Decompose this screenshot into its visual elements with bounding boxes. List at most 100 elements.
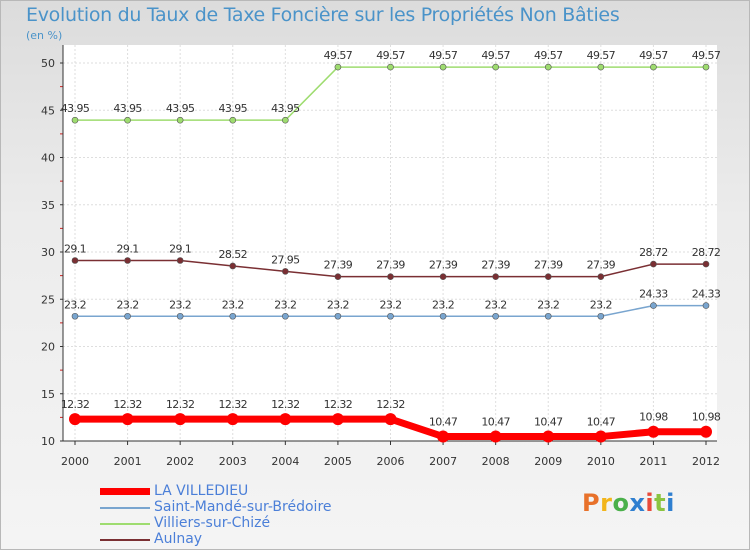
x-tick-label: 2011: [639, 455, 667, 468]
data-point: [229, 312, 237, 320]
data-point: [334, 273, 342, 280]
logo-letter: i: [645, 489, 655, 517]
data-point: [229, 262, 237, 270]
data-point: [597, 312, 605, 320]
x-tick-label: 2007: [429, 455, 457, 468]
data-label: 49.57: [429, 49, 458, 62]
data-label: 29.1: [117, 243, 139, 256]
data-label: 27.39: [481, 259, 510, 272]
chart-unit: (en %): [26, 29, 63, 42]
data-label: 10.47: [534, 416, 563, 429]
data-label: 49.57: [587, 49, 616, 62]
data-point: [439, 312, 447, 320]
data-label: 23.2: [274, 298, 296, 311]
x-tick-label: 2001: [114, 455, 142, 468]
data-point: [439, 273, 447, 280]
legend-label: LA VILLEDIEU: [154, 483, 249, 499]
data-point: [439, 63, 447, 71]
data-label: 12.32: [219, 398, 248, 411]
data-point: [544, 312, 552, 320]
data-point: [650, 63, 657, 71]
data-label: 28.52: [219, 248, 248, 261]
data-label: 43.95: [271, 102, 300, 115]
x-tick-label: 2012: [692, 455, 720, 468]
x-tick-label: 2010: [587, 455, 615, 468]
data-label: 10.47: [587, 416, 616, 429]
data-point: [597, 273, 605, 280]
y-tick-label: 10: [41, 435, 55, 448]
data-label: 28.72: [639, 246, 668, 259]
data-point: [69, 413, 81, 426]
data-label: 10.47: [429, 416, 458, 429]
data-point: [594, 430, 607, 443]
logo-letter: t: [654, 489, 667, 517]
y-tick-label: 25: [41, 293, 55, 306]
data-point: [124, 116, 131, 124]
data-label: 49.57: [481, 49, 510, 62]
logo-letter: o: [612, 489, 630, 517]
data-label: 23.2: [327, 298, 349, 311]
data-label: 23.2: [169, 298, 191, 311]
data-label: 43.95: [219, 102, 248, 115]
data-label: 23.2: [117, 298, 139, 311]
data-point: [700, 425, 712, 438]
data-label: 12.32: [166, 398, 195, 411]
data-point: [437, 430, 450, 443]
data-label: 49.57: [534, 49, 563, 62]
data-label: 27.39: [429, 259, 458, 272]
data-label: 43.95: [166, 102, 195, 115]
data-label: 49.57: [692, 49, 721, 62]
data-point: [597, 63, 605, 71]
x-tick-label: 2006: [377, 455, 405, 468]
x-tick-label: 2005: [324, 455, 352, 468]
legend-swatch: [100, 523, 150, 525]
x-tick-label: 2008: [482, 455, 510, 468]
logo-letter: P: [582, 489, 601, 517]
data-label: 29.1: [169, 243, 191, 256]
y-tick-label: 35: [41, 199, 55, 212]
data-label: 27.39: [534, 259, 563, 272]
data-label: 27.39: [376, 259, 405, 272]
data-point: [387, 63, 394, 71]
data-point: [334, 312, 342, 320]
data-label: 23.2: [590, 298, 612, 311]
data-label: 23.2: [222, 298, 244, 311]
x-tick-label: 2003: [219, 455, 247, 468]
data-point: [542, 430, 555, 443]
data-label: 23.2: [485, 298, 507, 311]
x-tick-label: 2004: [271, 455, 299, 468]
data-point: [647, 425, 660, 438]
data-label: 49.57: [324, 49, 353, 62]
data-point: [226, 413, 239, 426]
logo-letter: x: [629, 489, 646, 517]
data-point: [384, 413, 397, 426]
data-label: 27.95: [271, 253, 300, 266]
data-point: [544, 273, 552, 280]
data-point: [492, 273, 499, 280]
data-label: 27.39: [324, 259, 353, 272]
data-label: 24.33: [639, 288, 668, 301]
data-point: [387, 312, 394, 320]
data-point: [544, 63, 552, 71]
legend-label: Villiers-sur-Chizé: [154, 515, 271, 531]
data-point: [387, 273, 394, 280]
data-label: 10.98: [692, 411, 721, 424]
chart-title: Evolution du Taux de Taxe Foncière sur l…: [26, 4, 620, 26]
legend-label: Saint-Mandé-sur-Brédoire: [154, 499, 332, 515]
legend-swatch: [100, 488, 150, 495]
data-point: [71, 257, 79, 264]
data-label: 29.1: [64, 243, 86, 256]
data-label: 10.47: [481, 416, 510, 429]
data-label: 23.2: [379, 298, 401, 311]
data-label: 10.98: [639, 411, 668, 424]
data-point: [492, 312, 499, 320]
data-point: [121, 413, 134, 426]
data-label: 49.57: [639, 49, 668, 62]
data-point: [176, 257, 184, 264]
legend-label: Aulnay: [154, 531, 203, 547]
data-label: 23.2: [537, 298, 559, 311]
data-point: [334, 63, 342, 71]
data-point: [282, 268, 289, 275]
data-point: [650, 302, 657, 309]
